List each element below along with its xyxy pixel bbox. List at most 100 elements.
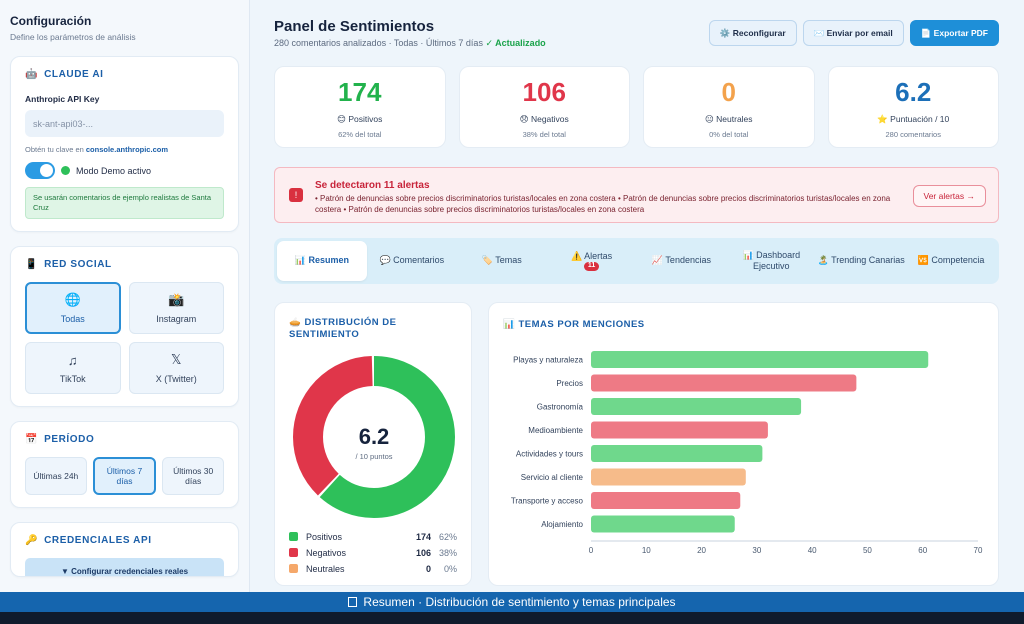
x-tick-label: 0 <box>589 546 594 555</box>
x-tick-label: 70 <box>974 546 983 555</box>
legend-negative: Negativos 106 38% <box>289 548 457 558</box>
score-value: 6.2 <box>359 424 390 449</box>
legend-swatch <box>289 532 298 542</box>
network-card: 📱 RED SOCIAL 🌐 Todas 📸 Instagram ♫ TikTo… <box>10 246 239 408</box>
score-unit: / 10 puntos <box>355 452 392 461</box>
x-tick-label: 30 <box>752 546 761 555</box>
period-options: Últimas 24h Últimos 7 días Últimos 30 dí… <box>25 457 225 496</box>
sentiment-distribution-card: 🥧 DISTRIBUCIÓN DE SENTIMIENTO 6.2 / 10 p… <box>274 302 472 586</box>
legend-count: 174 <box>415 531 431 542</box>
legend-name: Neutrales <box>306 563 345 574</box>
legend-name: Positivos <box>306 531 343 542</box>
api-key-hint: Obtén tu clave en console.anthropic.com <box>25 145 224 154</box>
sidebar-subtitle: Define los parámetros de análisis <box>10 32 136 42</box>
stat-sub: 62% del total <box>338 130 382 139</box>
config-sidebar: Configuración Define los parámetros de a… <box>0 0 250 592</box>
period-7d[interactable]: Últimos 7 días <box>92 457 157 496</box>
stats-row: 174 😊 Positivos 62% del total 106 😞 Nega… <box>274 66 999 148</box>
period-heading-label: PERÍODO <box>44 434 95 446</box>
page-title: Panel de Sentimientos <box>274 18 435 35</box>
view-alerts-button[interactable]: Ver alertas → <box>912 185 986 207</box>
stat-value: 6.2 <box>895 77 932 107</box>
sentiment-legend: Positivos 174 62% Negativos 106 38% Neut… <box>289 532 457 574</box>
reconfigure-button[interactable]: ⚙️ Reconfigurar <box>708 20 797 46</box>
stat-label: 😐 Neutrales <box>704 114 753 124</box>
legend-positive: Positivos 174 62% <box>289 532 457 542</box>
camera-icon: 📸 <box>168 292 185 308</box>
x-tick-label: 50 <box>863 546 872 555</box>
network-option-todas[interactable]: 🌐 Todas <box>25 282 121 335</box>
tab-resumen[interactable]: 📊 Resumen <box>277 241 367 281</box>
alerts-count-badge: 11 <box>583 262 600 271</box>
key-icon: 🔑 <box>25 535 39 547</box>
tab-competencia[interactable]: 🆚 Competencia <box>917 255 985 266</box>
category-label: Medioambiente <box>528 426 583 435</box>
bar-gastronomía <box>591 398 802 415</box>
category-label: Servicio al cliente <box>521 473 584 482</box>
legend-count: 0 <box>425 563 431 574</box>
alarm-icon: ! <box>289 188 303 202</box>
bar-actividades-y-tours <box>591 445 763 462</box>
network-option-label: X (Twitter) <box>155 374 197 385</box>
tab-dashboard[interactable]: 📊 Dashboard Ejecutivo <box>742 249 801 271</box>
tab-alertas[interactable]: ⚠️ Alertas 11 <box>547 241 637 281</box>
legend-name: Negativos <box>306 547 347 558</box>
period-24h[interactable]: Últimas 24h <box>25 457 87 496</box>
stat-label: 😞 Negativos <box>519 114 569 124</box>
api-key-placeholder: sk-ant-api03-... <box>33 118 94 129</box>
calendar-icon: 📅 <box>25 434 39 446</box>
page-subtitle: 280 comentarios analizados · Todas · Últ… <box>274 38 546 49</box>
stat-sub: 280 comentarios <box>885 130 941 139</box>
legend-swatch <box>289 548 298 558</box>
phone-icon: 📱 <box>25 259 39 271</box>
period-30d[interactable]: Últimos 30 días <box>162 457 225 496</box>
console-link[interactable]: console.anthropic.com <box>85 145 168 154</box>
claude-heading-label: CLAUDE AI <box>44 69 104 80</box>
category-label: Actividades y tours <box>516 450 583 459</box>
network-option-label: TikTok <box>59 373 86 384</box>
footer-caption: Resumen · Distribución de sentimiento y … <box>363 595 676 609</box>
stat-value: 174 <box>338 77 382 107</box>
legend-pct: 38% <box>438 547 457 558</box>
x-logo-icon: 𝕏 <box>171 352 182 368</box>
footer-caption-bar: Resumen · Distribución de sentimiento y … <box>0 592 1024 612</box>
tab-trending[interactable]: 🏝️ Trending Canarias <box>817 255 905 266</box>
sentiment-heading: 🥧 DISTRIBUCIÓN DE SENTIMIENTO <box>289 317 397 341</box>
bar-precios <box>591 374 857 392</box>
topics-heading: 📊 TEMAS POR MENCIONES <box>503 319 645 330</box>
demo-mode-label: Modo Demo activo <box>76 165 152 176</box>
tab-tendencias[interactable]: 📈 Tendencias <box>651 255 711 266</box>
period-card: 📅 PERÍODO Últimas 24h Últimos 7 días Últ… <box>10 421 239 509</box>
tab-comentarios[interactable]: 💬 Comentarios <box>379 255 445 266</box>
category-label: Precios <box>556 379 583 388</box>
network-option-x[interactable]: 𝕏 X (Twitter) <box>128 342 224 395</box>
subtitle-text: 280 comentarios analizados · Todas · Últ… <box>274 38 483 48</box>
robot-icon: 🤖 <box>25 69 39 80</box>
green-dot-icon <box>61 166 70 175</box>
donut-slice-negativos <box>293 355 455 518</box>
credentials-heading: 🔑 CREDENCIALES API <box>25 535 224 546</box>
export-pdf-button[interactable]: 📄 Exportar PDF <box>909 20 999 46</box>
send-email-button[interactable]: ✉️ Enviar por email <box>802 20 904 46</box>
x-tick-label: 10 <box>642 546 651 555</box>
network-option-tiktok[interactable]: ♫ TikTok <box>25 342 121 395</box>
network-heading: 📱 RED SOCIAL <box>25 259 224 270</box>
music-note-icon: ♫ <box>67 352 78 368</box>
api-key-input[interactable]: sk-ant-api03-... <box>25 110 224 137</box>
claude-card: 🤖 CLAUDE AI Anthropic API Key sk-ant-api… <box>10 56 239 233</box>
header-actions: ⚙️ Reconfigurar ✉️ Enviar por email 📄 Ex… <box>708 20 999 46</box>
demo-mode-row: Modo Demo activo <box>25 162 224 179</box>
network-option-label: Todas <box>60 314 85 325</box>
configure-credentials-button[interactable]: ▼ Configurar credenciales reales <box>25 558 224 577</box>
category-label: Transporte y acceso <box>511 497 584 506</box>
category-label: Gastronomía <box>537 403 584 412</box>
tab-temas[interactable]: 🏷️ Temas <box>481 255 522 266</box>
stat-sub: 0% del total <box>709 130 749 139</box>
x-tick-label: 40 <box>808 546 817 555</box>
credentials-heading-label: CREDENCIALES API <box>44 535 152 547</box>
network-option-instagram[interactable]: 📸 Instagram <box>128 282 224 335</box>
x-tick-label: 20 <box>697 546 706 555</box>
demo-mode-toggle[interactable] <box>25 162 55 179</box>
donut-slice-positivos <box>293 355 455 518</box>
stat-positive: 174 😊 Positivos 62% del total <box>274 66 446 148</box>
